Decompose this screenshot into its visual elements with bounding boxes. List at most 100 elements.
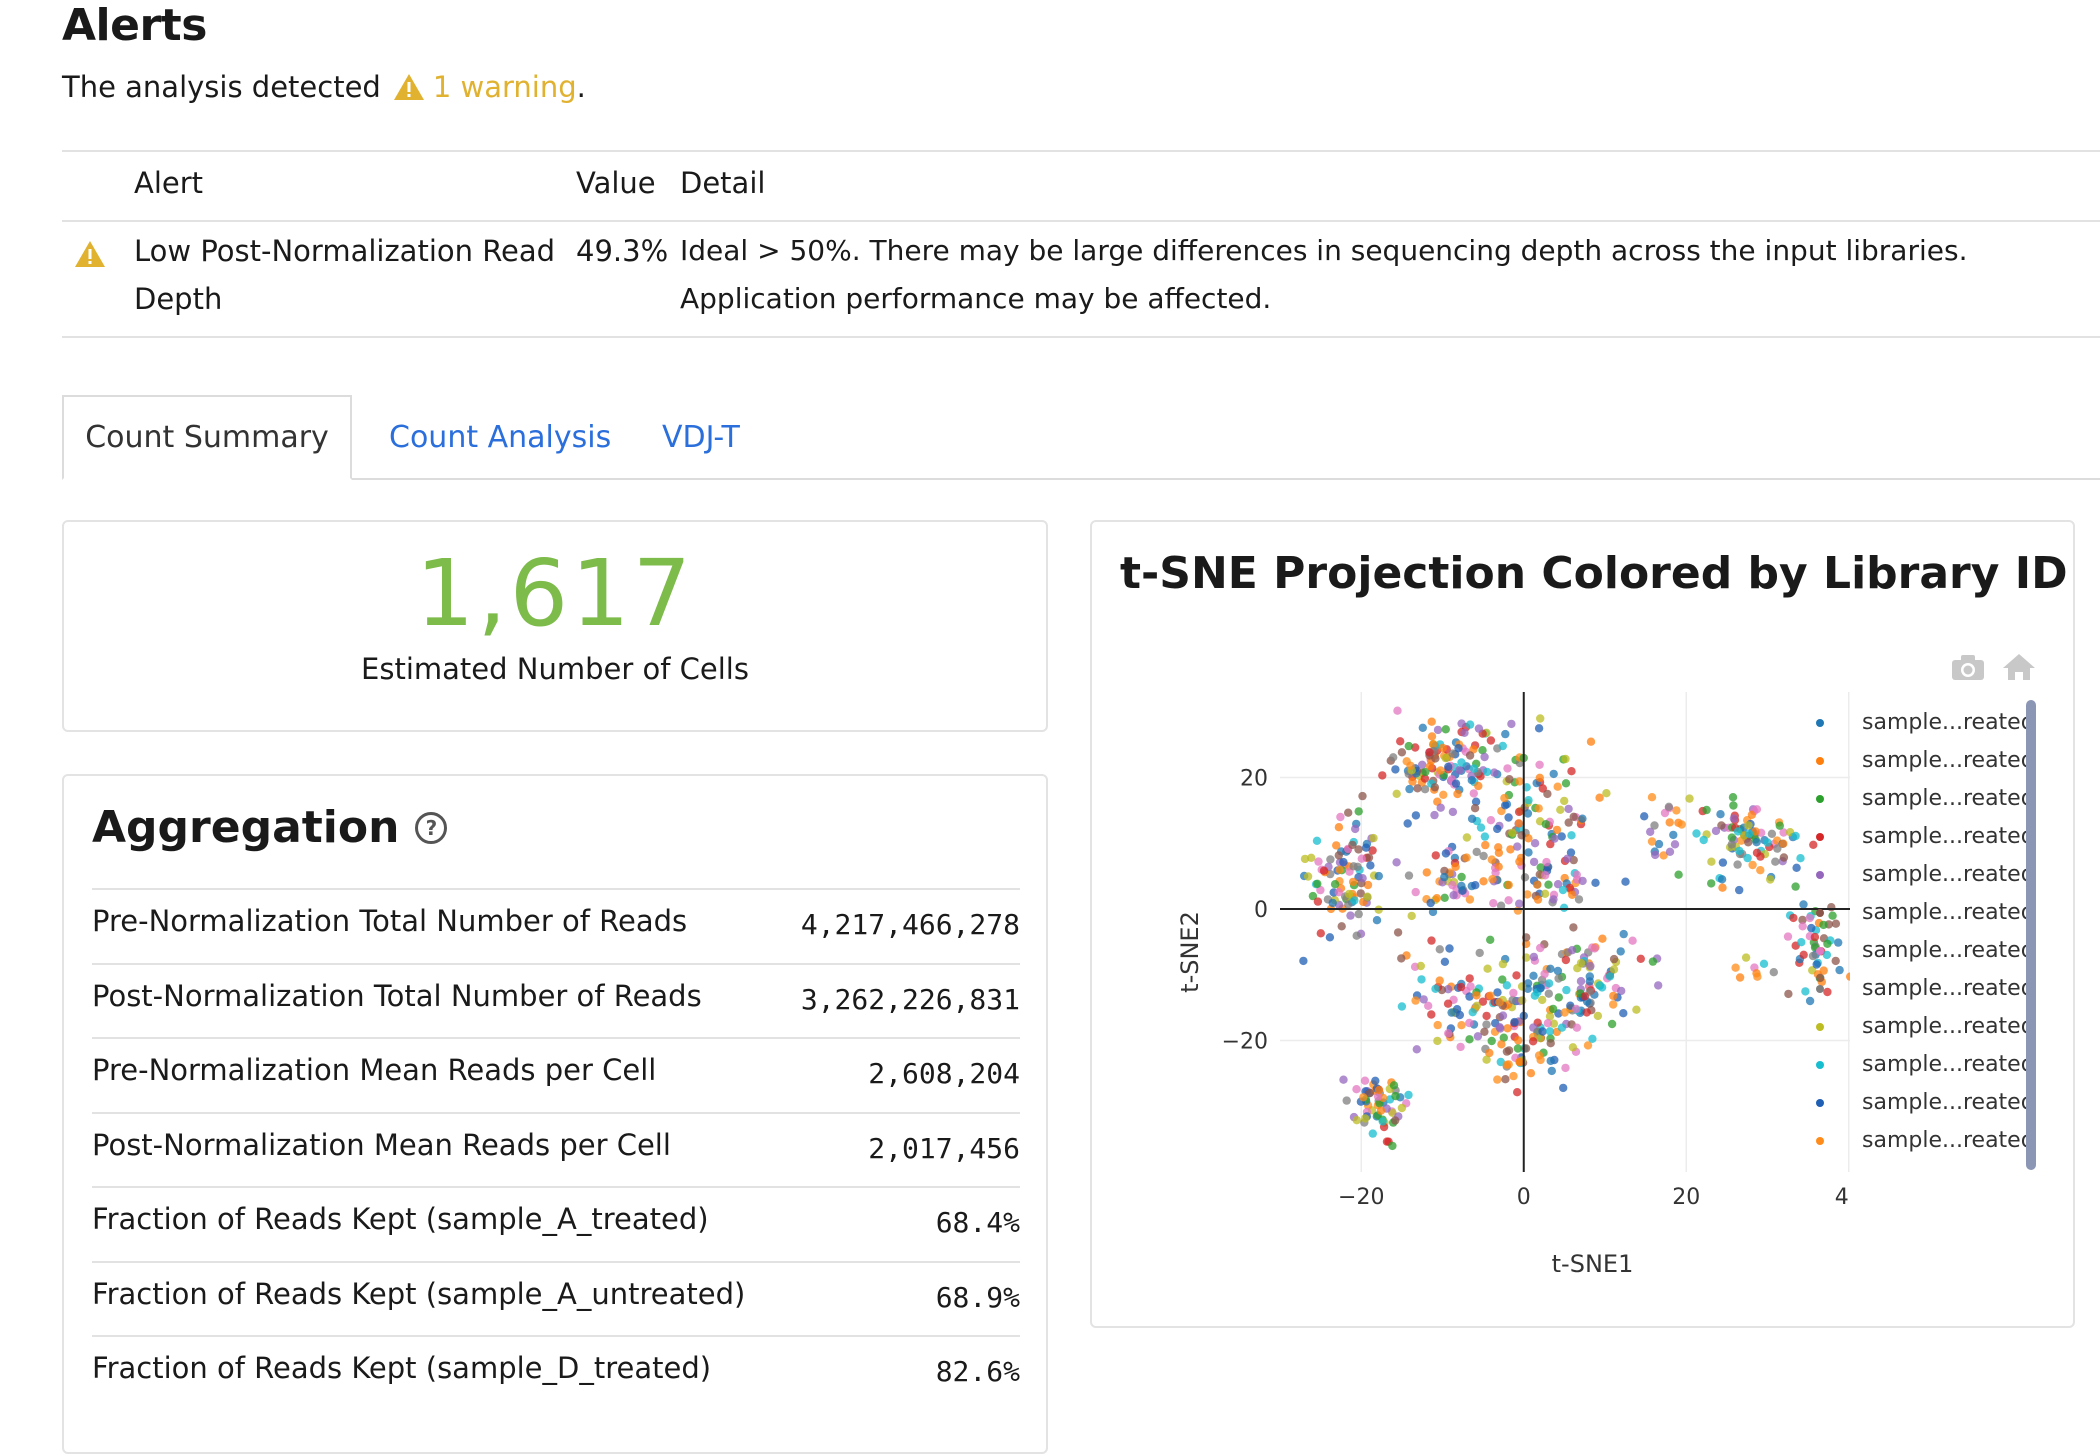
scatter-point [1440,872,1449,882]
scatter-point [1538,995,1547,1005]
help-icon[interactable]: ? [415,811,448,844]
legend-item[interactable]: sample...reated [1816,900,2026,925]
legend-label: sample...reated [1862,1014,2026,1039]
scatter-point [1517,982,1527,991]
scatter-point [1823,939,1832,948]
scatter-point [1545,1012,1555,1021]
legend-item[interactable]: sample...reated [1816,824,2026,849]
scatter-point [1448,880,1457,890]
legend-marker [1816,833,1824,841]
scatter-point [1393,928,1403,937]
scatter-point [1536,943,1545,953]
scatter-point [1745,829,1754,838]
scatter-point [1465,974,1474,983]
scatter-point [1582,1008,1591,1017]
table-row: Post-Normalization Total Number of Reads… [92,962,1020,1039]
scatter-point [1334,888,1343,897]
tab-count-analysis[interactable]: Count Analysis [389,420,612,455]
scatter-point [1586,737,1596,746]
scatter-point [1480,832,1490,841]
scatter-point [1569,812,1578,821]
scatter-point [1469,789,1478,798]
legend-item[interactable]: sample...reated [1816,938,2026,963]
scatter-point [1554,974,1563,983]
legend-item[interactable]: sample...reated [1816,786,2026,811]
scatter-point [1835,965,1844,975]
legend-item[interactable]: sample...reated [1816,1052,2026,1077]
scatter-point [1449,891,1458,900]
scatter-point [1822,950,1832,960]
scatter-point [1389,1081,1399,1090]
legend-item[interactable]: sample...reated [1816,862,2026,887]
tsne-scatter-plot[interactable]: −20 0 20 40 −20 0 20 t-SNE1 t-SNE2 [1090,640,1850,1280]
scatter-point [1436,766,1445,775]
scatter-point [1751,827,1760,836]
scatter-point [1482,1055,1491,1064]
scatter-point [1784,989,1793,999]
scatter-point [1363,892,1372,901]
scatter-point [1344,900,1353,909]
column-header-detail: Detail [680,166,766,200]
tab-count-summary[interactable]: Count Summary [62,395,352,480]
scatter-point [1576,958,1586,968]
scatter-point [1344,808,1353,817]
scatter-point [1547,1066,1556,1076]
scatter-point [1735,885,1744,895]
scatter-point [1472,1001,1481,1010]
alert-detail-line2: Application performance may be affected. [680,282,1272,315]
table-divider [62,336,2100,338]
camera-icon[interactable] [1950,652,1986,682]
x-tick-label: 40 [1835,1185,1850,1210]
scatter-point [1566,848,1576,857]
scatter-point [1586,961,1595,971]
legend-item[interactable]: sample...reated [1816,1014,2026,1039]
legend-item[interactable]: sample...reated [1816,976,2026,1001]
table-row: Fraction of Reads Kept (sample_A_untreat… [92,1260,1020,1337]
scatter-point [1609,991,1618,1001]
scatter-point [1369,833,1378,843]
scatter-point [1455,765,1464,775]
scatter-point [1609,1000,1618,1009]
scatter-point [1583,1041,1593,1050]
scatter-point [1735,846,1744,856]
scatter-point [1482,1011,1491,1021]
scatter-point [1402,757,1411,766]
scatter-point [1799,900,1808,909]
metric-label: Fraction of Reads Kept (sample_A_treated… [92,1202,709,1236]
scatter-point [1391,765,1400,774]
scatter-point [1569,923,1578,932]
home-icon[interactable] [2002,652,2036,682]
scatter-point [1771,857,1780,866]
scatter-point [1498,959,1508,969]
scatter-point [1609,965,1619,974]
scatter-point [1542,857,1551,867]
scatter-point [1392,789,1401,798]
legend-item[interactable]: sample...reated [1816,748,2026,773]
scatter-point [1397,954,1406,963]
scatter-point [1553,782,1562,791]
legend-item[interactable]: sample...reated [1816,1128,2026,1153]
scatter-point [1807,923,1816,933]
alert-detail-line1: Ideal > 50%. There may be large differen… [680,234,1968,267]
tab-vdj-t[interactable]: VDJ-T [662,420,740,455]
scatter-point [1474,724,1484,733]
scatter-point [1783,932,1793,941]
scatter-point [1529,971,1538,980]
scatter-point [1506,845,1515,854]
scatter-point [1665,818,1674,827]
scatter-point [1518,996,1527,1005]
legend-scrollbar[interactable] [2026,700,2036,1170]
scatter-point [1621,877,1630,886]
warning-count-link[interactable]: 1 warning [432,70,577,104]
scatter-point [1529,857,1539,867]
scatter-point [1544,989,1553,998]
legend-item[interactable]: sample...reated [1816,1090,2026,1115]
scatter-point [1528,1037,1538,1046]
legend-item[interactable]: sample...reated [1816,710,2026,735]
scatter-point [1366,861,1375,870]
scatter-point [1471,881,1480,890]
scatter-point [1501,801,1510,810]
scatter-point [1413,784,1422,793]
table-row: Fraction of Reads Kept (sample_D_treated… [92,1335,1020,1411]
scatter-point [1421,767,1430,777]
